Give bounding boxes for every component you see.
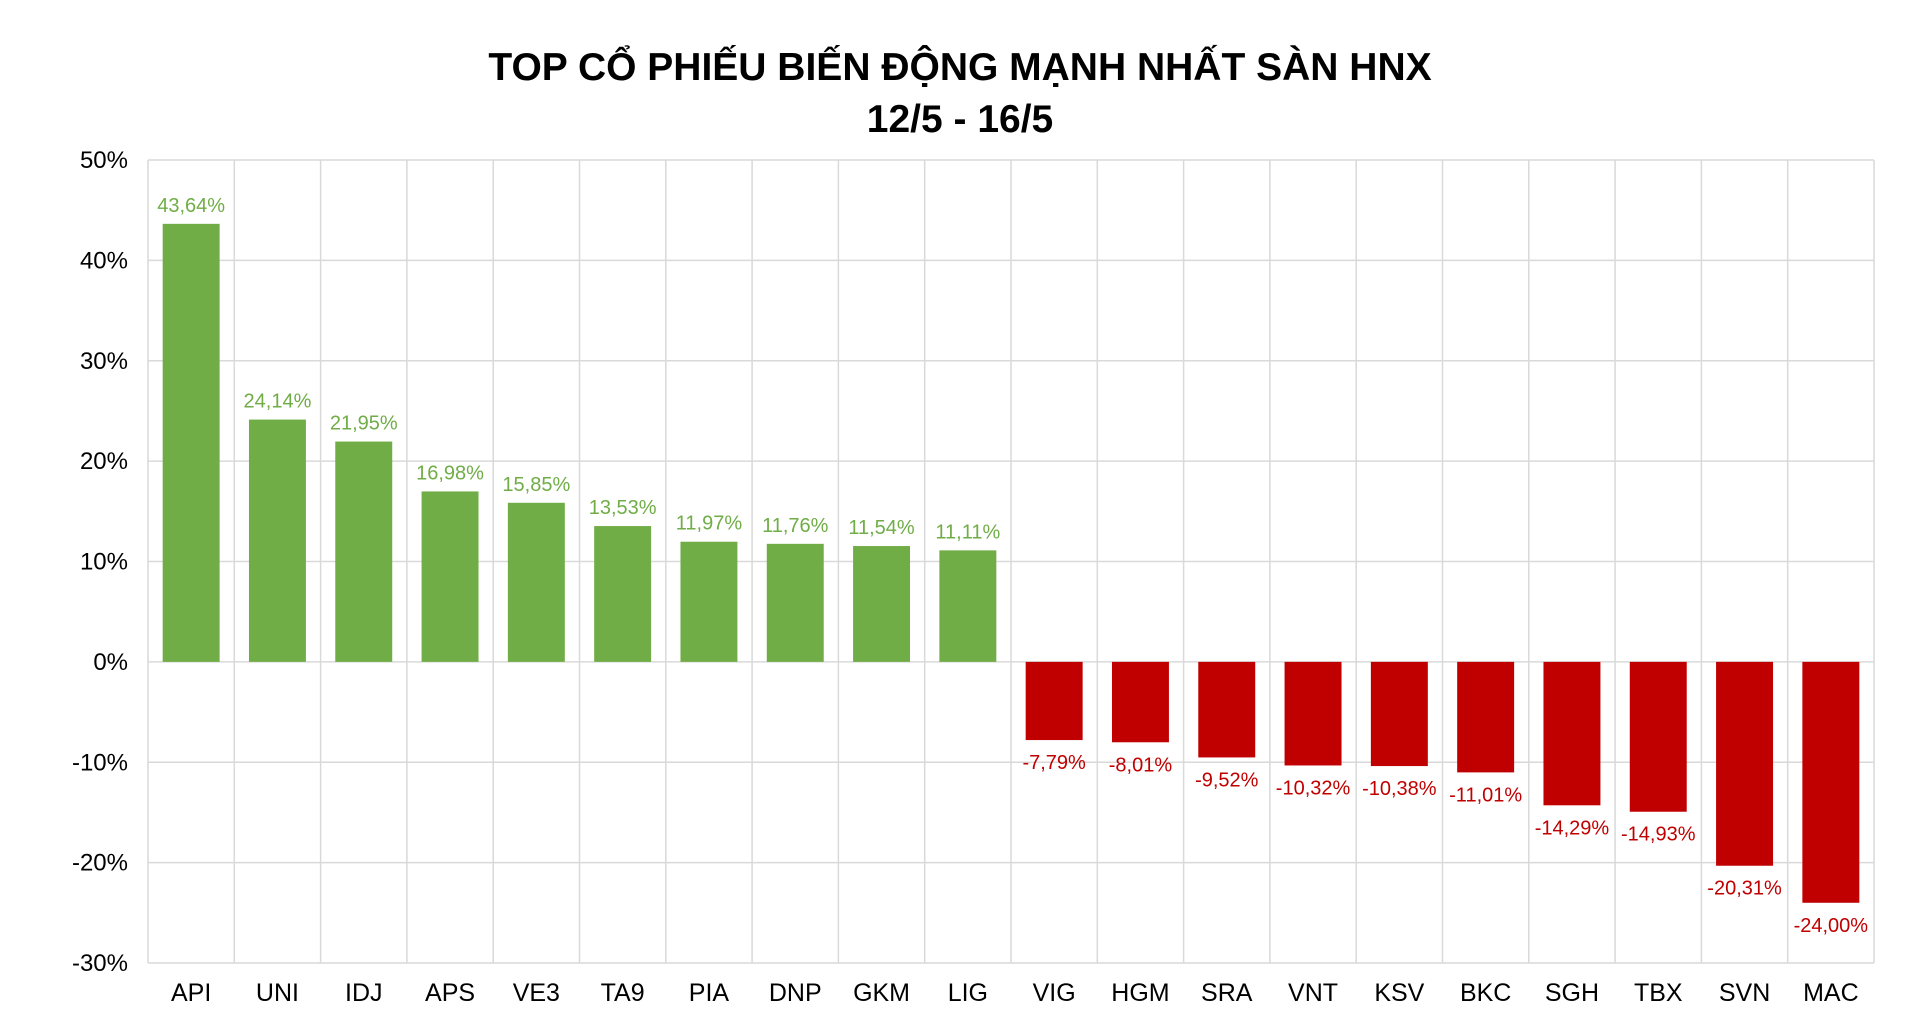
bar-uni <box>248 419 306 662</box>
bar-ta9 <box>594 526 652 662</box>
chart-subtitle: 12/5 - 16/5 <box>867 98 1053 141</box>
x-tick-label-api: API <box>171 979 211 1007</box>
y-tick-label: 30% <box>80 348 128 375</box>
y-tick-label: 0% <box>93 649 128 676</box>
data-label-ve3: 15,85% <box>502 474 570 496</box>
bar-sra <box>1198 661 1256 758</box>
y-tick-label: -30% <box>72 950 128 977</box>
data-label-mac: -24,00% <box>1794 915 1869 937</box>
x-tick-label-lig: LIG <box>948 979 988 1007</box>
y-tick-label: 10% <box>80 549 128 576</box>
bar-mac <box>1802 661 1860 903</box>
data-label-dnp: 11,76% <box>762 515 829 537</box>
x-tick-label-ksv: KSV <box>1374 979 1424 1007</box>
data-labels: 43,64% 24,14% 21,95% 16,98% 15,85% 13,53% 11,9… <box>157 195 1868 937</box>
bar-tbx <box>1629 661 1687 812</box>
data-label-ta9: 13,53% <box>589 497 657 519</box>
grid-layer <box>147 159 1875 964</box>
bar-hgm <box>1111 661 1169 743</box>
bar-ksv <box>1370 661 1428 767</box>
data-label-vnt: -10,32% <box>1276 777 1351 799</box>
y-axis: 50% 40% 30% 20% 10% 0% -10% -20% -30% <box>72 147 128 977</box>
bar-dnp <box>766 543 824 662</box>
data-label-vig: -7,79% <box>1022 752 1086 774</box>
bar-api <box>162 223 220 662</box>
bar-svn <box>1716 661 1774 866</box>
data-label-pia: 11,97% <box>676 513 743 535</box>
x-tick-label-sra: SRA <box>1201 979 1253 1007</box>
bar-vig <box>1025 661 1083 741</box>
x-tick-label-vnt: VNT <box>1288 979 1338 1007</box>
data-label-idj: 21,95% <box>330 413 398 435</box>
data-label-bkc: -11,01% <box>1449 784 1522 806</box>
x-tick-label-hgm: HGM <box>1111 979 1169 1007</box>
data-label-hgm: -8,01% <box>1109 754 1173 776</box>
bar-vnt <box>1284 661 1342 766</box>
y-tick-label: -20% <box>72 850 128 877</box>
x-tick-label-ta9: TA9 <box>601 979 645 1007</box>
data-label-sgh: -14,29% <box>1535 817 1610 839</box>
x-tick-label-ve3: VE3 <box>513 979 560 1007</box>
bar-bkc <box>1457 661 1515 773</box>
bar-idj <box>335 441 393 662</box>
bar-lig <box>939 550 997 662</box>
data-label-gkm: 11,54% <box>848 517 915 539</box>
x-tick-label-mac: MAC <box>1803 979 1859 1007</box>
bar-sgh <box>1543 661 1601 806</box>
x-tick-label-bkc: BKC <box>1460 979 1511 1007</box>
x-tick-label-vig: VIG <box>1033 979 1076 1007</box>
bars <box>162 223 1860 903</box>
y-tick-label: -10% <box>72 749 128 776</box>
x-tick-label-tbx: TBX <box>1634 979 1683 1007</box>
bar-ve3 <box>507 502 565 662</box>
data-label-ksv: -10,38% <box>1362 778 1437 800</box>
data-label-svn: -20,31% <box>1707 878 1782 900</box>
data-label-aps: 16,98% <box>416 462 484 484</box>
x-tick-label-uni: UNI <box>256 979 299 1007</box>
x-tick-label-pia: PIA <box>689 979 730 1007</box>
y-tick-label: 40% <box>80 247 128 274</box>
x-tick-label-aps: APS <box>425 979 475 1007</box>
chart-title: TOP CỔ PHIẾU BIẾN ĐỘNG MẠNH NHẤT SÀN HNX <box>488 44 1431 89</box>
y-tick-label: 20% <box>80 448 128 475</box>
x-tick-label-svn: SVN <box>1719 979 1770 1007</box>
x-tick-label-gkm: GKM <box>853 979 910 1007</box>
data-label-uni: 24,14% <box>244 391 312 413</box>
x-tick-label-sgh: SGH <box>1545 979 1599 1007</box>
data-label-lig: 11,11% <box>935 521 1000 543</box>
y-tick-label: 50% <box>80 147 128 174</box>
data-label-api: 43,64% <box>157 195 225 217</box>
bar-aps <box>421 491 479 662</box>
bar-gkm <box>853 546 911 662</box>
data-label-tbx: -14,93% <box>1621 824 1696 846</box>
x-axis: API UNI IDJ APS VE3 TA9 PIA DNP GKM LIG VIG HGM SRA V… <box>171 979 1859 1007</box>
data-label-sra: -9,52% <box>1195 769 1259 791</box>
bar-pia <box>680 541 738 662</box>
x-tick-label-dnp: DNP <box>769 979 822 1007</box>
x-tick-label-idj: IDJ <box>345 979 383 1007</box>
